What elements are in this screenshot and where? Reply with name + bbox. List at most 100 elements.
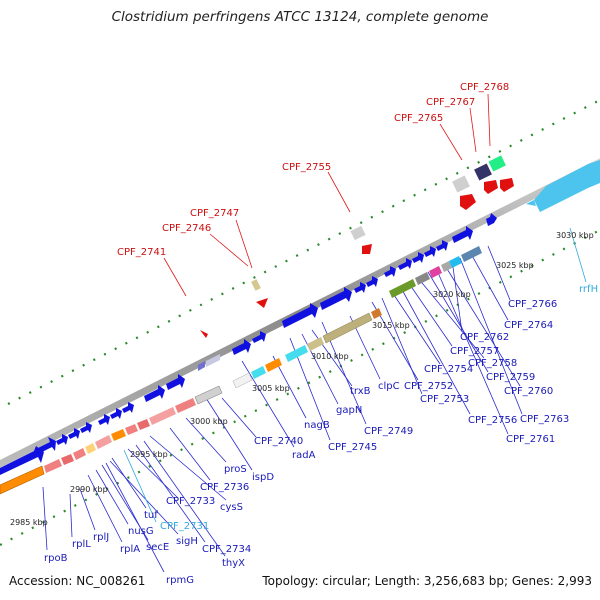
- gene-CPF_2755[interactable]: [362, 244, 372, 254]
- cds-fwd[interactable]: [486, 213, 497, 226]
- cds-fwd[interactable]: [80, 422, 92, 433]
- cds-fwd[interactable]: [354, 282, 366, 293]
- label-CPF_2758[interactable]: CPF_2758: [468, 358, 517, 369]
- label-clpC[interactable]: clpC: [378, 381, 400, 392]
- label-rpmG[interactable]: rpmG: [166, 575, 194, 586]
- cds-fwd[interactable]: [320, 287, 352, 310]
- label-CPF_2767[interactable]: CPF_2767: [426, 97, 475, 108]
- cds-fwd[interactable]: [122, 402, 134, 413]
- cds-rplA[interactable]: [73, 448, 86, 460]
- gene-CPF_2767[interactable]: [474, 163, 492, 181]
- gene-CPF_2741[interactable]: [200, 330, 208, 338]
- cds-fwd[interactable]: [98, 414, 110, 425]
- cds-fwd[interactable]: [144, 385, 165, 402]
- cds-sigH[interactable]: [125, 424, 138, 435]
- cds-fwd[interactable]: [206, 354, 220, 367]
- cds-trxB[interactable]: [322, 312, 373, 344]
- label-CPF_2762[interactable]: CPF_2762: [460, 332, 509, 343]
- gene-CPF_2765-grey[interactable]: [452, 175, 470, 193]
- cds-CPF_2759[interactable]: [449, 256, 462, 268]
- gene-CPF_2747[interactable]: [256, 298, 268, 308]
- cds-fwd[interactable]: [424, 246, 436, 257]
- cds-CPF_2757[interactable]: [429, 266, 442, 278]
- label-CPF_2755[interactable]: CPF_2755: [282, 162, 331, 173]
- label-secE[interactable]: secE: [146, 542, 169, 553]
- cds-fwd[interactable]: [436, 240, 448, 251]
- cds-tuf[interactable]: [111, 429, 126, 441]
- cds-fwd[interactable]: [366, 276, 378, 287]
- label-rplA[interactable]: rplA: [120, 544, 140, 555]
- label-CPF_2746[interactable]: CPF_2746: [162, 223, 211, 234]
- cds-fwd[interactable]: [412, 252, 424, 263]
- label-CPF_2736[interactable]: CPF_2736: [200, 482, 249, 493]
- label-CPF_2740[interactable]: CPF_2740: [254, 436, 303, 447]
- cds-secE[interactable]: [95, 435, 112, 449]
- label-CPF_2761[interactable]: CPF_2761: [506, 434, 555, 445]
- cds-gapN[interactable]: [307, 337, 324, 351]
- gene-CPF_2768[interactable]: [488, 155, 506, 172]
- label-CPF_2764[interactable]: CPF_2764: [504, 320, 553, 331]
- cds-nusG[interactable]: [85, 443, 96, 454]
- cds-radA[interactable]: [251, 366, 266, 379]
- label-CPF_2757[interactable]: CPF_2757: [450, 346, 499, 357]
- rrna-rrfH[interactable]: [534, 160, 600, 212]
- cds-fwd[interactable]: [110, 408, 122, 419]
- label-CPF_2766[interactable]: CPF_2766: [508, 299, 557, 310]
- label-thyX[interactable]: thyX: [222, 558, 245, 569]
- label-CPF_2741[interactable]: CPF_2741: [117, 247, 166, 258]
- cds-rplJ[interactable]: [61, 454, 74, 465]
- cds-CPF_2756[interactable]: [415, 272, 430, 285]
- label-rplL[interactable]: rplL: [72, 539, 91, 550]
- label-rpoB[interactable]: rpoB: [44, 553, 68, 564]
- label-cysS[interactable]: cysS: [220, 502, 243, 513]
- label-radA[interactable]: radA: [292, 450, 316, 461]
- cds-fwd[interactable]: [198, 361, 205, 371]
- label-gapN[interactable]: gapN: [336, 405, 362, 416]
- label-CPF_2747[interactable]: CPF_2747: [190, 208, 239, 219]
- cds-fwd[interactable]: [232, 339, 251, 355]
- cds-CPF_2736[interactable]: [175, 398, 196, 413]
- cds-rplL[interactable]: [44, 459, 62, 473]
- label-rrfH[interactable]: rrfH: [579, 284, 598, 295]
- gene-CPF_2746[interactable]: [251, 279, 261, 291]
- cds-nagB[interactable]: [265, 358, 282, 372]
- gene-CPF_2768-red[interactable]: [500, 178, 514, 192]
- cds-fwd[interactable]: [166, 374, 185, 390]
- label-nagB[interactable]: nagB: [304, 420, 330, 431]
- label-CPF_2733[interactable]: CPF_2733: [166, 496, 215, 507]
- cds-rpoB-fwd[interactable]: [0, 446, 44, 475]
- label-CPF_2763[interactable]: CPF_2763: [520, 414, 569, 425]
- rrna-arrow[interactable]: [526, 200, 536, 206]
- label-rplJ[interactable]: rplJ: [93, 532, 109, 543]
- label-nusG[interactable]: nusG: [128, 526, 154, 537]
- cds-CPF_2762[interactable]: [461, 246, 482, 262]
- label-CPF_2765[interactable]: CPF_2765: [394, 113, 443, 124]
- label-CPF_2752[interactable]: CPF_2752: [404, 381, 453, 392]
- cds-fwd[interactable]: [398, 258, 412, 270]
- cds-fwd[interactable]: [56, 434, 68, 445]
- label-CPF_2749[interactable]: CPF_2749: [364, 426, 413, 437]
- cds-fwd[interactable]: [68, 428, 80, 439]
- label-CPF_2756[interactable]: CPF_2756: [468, 415, 517, 426]
- cds-CPF_2733[interactable]: [137, 419, 150, 430]
- gene-CPF_2767-red[interactable]: [484, 180, 498, 194]
- gene-CPF_2765[interactable]: [460, 194, 476, 210]
- gene-CPF_2755-grey[interactable]: [350, 225, 366, 241]
- label-CPF_2759[interactable]: CPF_2759: [486, 372, 535, 383]
- cds-cysS[interactable]: [149, 407, 176, 425]
- label-CPF_2753[interactable]: CPF_2753: [420, 394, 469, 405]
- label-sigH[interactable]: sigH: [176, 536, 198, 547]
- cds-fwd[interactable]: [252, 331, 266, 343]
- label-trxB[interactable]: trxB: [350, 386, 371, 397]
- cds-proS[interactable]: [194, 385, 223, 405]
- cds-CPF_2740[interactable]: [232, 372, 253, 389]
- cds-fwd[interactable]: [282, 303, 318, 328]
- cds-clpC[interactable]: [371, 308, 382, 319]
- cds-CPF_2754[interactable]: [389, 279, 416, 298]
- label-proS[interactable]: proS: [224, 464, 247, 475]
- cds-fwd[interactable]: [452, 226, 473, 243]
- cds-rpoB[interactable]: [0, 465, 45, 495]
- label-tuf[interactable]: tuf: [144, 510, 158, 521]
- label-CPF_2745[interactable]: CPF_2745: [328, 442, 377, 453]
- cds-fwd[interactable]: [384, 266, 396, 277]
